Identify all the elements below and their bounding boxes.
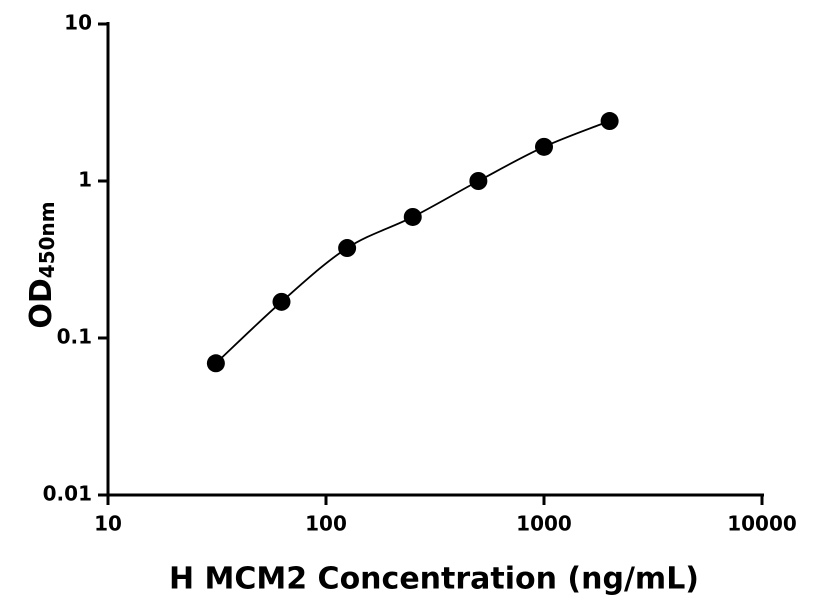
data-point — [469, 172, 488, 190]
data-point — [535, 137, 553, 156]
y-axis-label-main: OD — [24, 278, 59, 328]
data-point — [338, 239, 357, 258]
y-tick-label: 10 — [64, 11, 92, 35]
y-tick-label: 0.1 — [57, 325, 92, 349]
data-point — [272, 292, 291, 311]
fit-line — [215, 120, 610, 364]
x-tick-label: 10000 — [727, 512, 797, 536]
x-tick-label: 1000 — [516, 512, 572, 536]
y-tick-label: 1 — [78, 168, 92, 192]
data-point — [600, 112, 619, 131]
y-axis-label: OD450nm — [24, 201, 59, 328]
x-axis-label: H MCM2 Concentration (ng/mL) — [169, 562, 699, 597]
data-point — [206, 354, 225, 373]
data-point — [403, 207, 422, 226]
y-tick-label: 0.01 — [43, 482, 92, 506]
x-tick-label: 10 — [94, 512, 122, 536]
y-axis-label-subscript: 450nm — [35, 201, 59, 278]
x-tick-label: 100 — [305, 512, 347, 536]
